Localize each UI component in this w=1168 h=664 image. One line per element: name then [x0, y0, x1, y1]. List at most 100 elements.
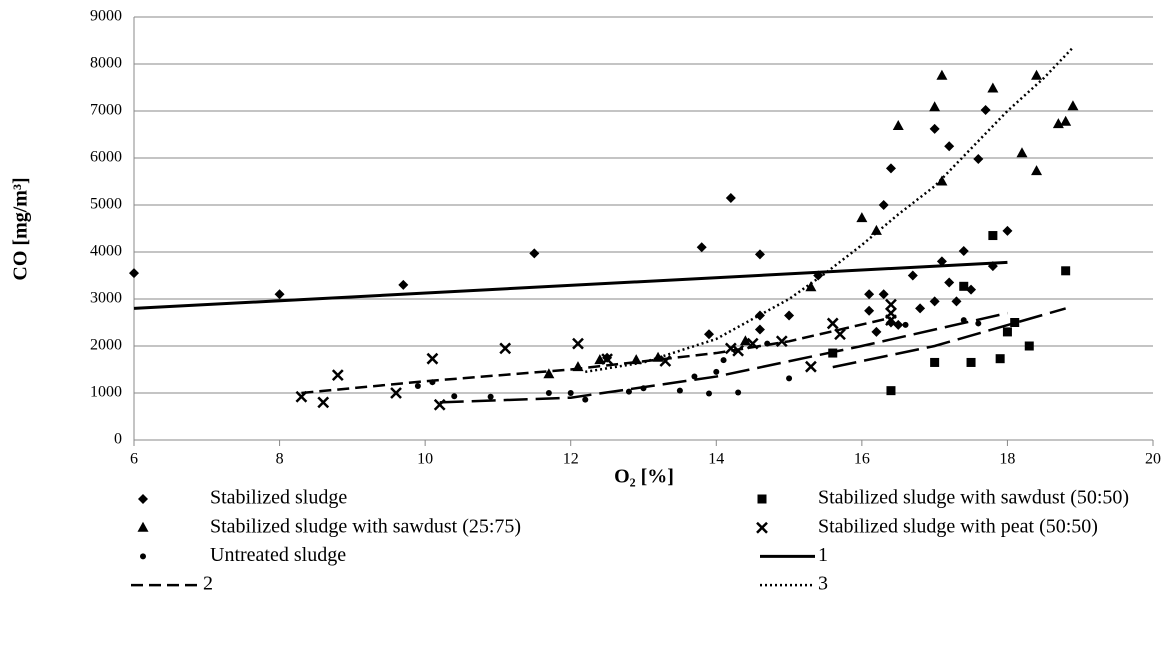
circle-marker	[735, 389, 742, 396]
cross-marker	[756, 521, 768, 534]
y-tick-label: 3000	[90, 290, 122, 307]
circle-marker	[545, 390, 552, 396]
square-marker	[757, 494, 767, 504]
circle-marker	[975, 320, 982, 327]
diamond-marker	[864, 305, 875, 316]
x-tick-label: 14	[708, 451, 724, 468]
square-marker	[1002, 327, 1012, 337]
y-tick-label: 9000	[90, 8, 122, 25]
diamond-marker	[980, 105, 991, 116]
y-axis-title: CO [mg/m³]	[10, 177, 32, 280]
y-tick-label: 0	[114, 431, 122, 448]
triangle-marker	[1016, 147, 1028, 158]
circle-marker	[625, 388, 632, 395]
cross-marker	[426, 352, 439, 365]
trend-line	[439, 311, 1008, 404]
diamond-marker	[929, 296, 940, 307]
legend-label: Stabilized sludge with peat (50:50)	[818, 515, 1098, 537]
diamond-marker	[929, 123, 940, 134]
y-tick-label: 4000	[90, 243, 122, 260]
square-marker	[1061, 266, 1071, 276]
legend-label: 2	[203, 573, 213, 595]
trend-line	[301, 316, 892, 395]
trend-line	[585, 46, 1074, 374]
square-marker	[1010, 318, 1020, 327]
circle-marker	[691, 373, 698, 380]
diamond-marker	[966, 284, 977, 295]
diamond-marker	[958, 246, 969, 257]
circle-marker	[140, 553, 146, 560]
square-marker	[966, 357, 976, 367]
diamond-marker	[915, 303, 926, 314]
circle-marker	[487, 393, 494, 400]
circle-marker	[567, 390, 574, 396]
cross-marker	[331, 369, 344, 382]
diamond-marker	[1002, 225, 1013, 236]
trend-line	[832, 307, 1067, 369]
square-marker	[995, 354, 1005, 364]
diamond-marker	[944, 141, 955, 152]
square-marker	[930, 357, 940, 367]
x-tick-label: 18	[999, 451, 1015, 468]
x-tick-label: 8	[276, 451, 284, 468]
diamond-marker	[885, 163, 896, 174]
diamond-marker	[944, 277, 955, 288]
diamond-marker	[951, 296, 962, 307]
diamond-marker	[274, 289, 285, 300]
circle-marker	[873, 328, 880, 335]
triangle-marker	[739, 335, 751, 346]
cross-marker	[834, 328, 846, 341]
cross-marker	[885, 314, 897, 327]
square-marker	[988, 231, 998, 241]
diamond-marker	[398, 279, 409, 290]
diamond-marker	[138, 494, 148, 504]
x-tick-label: 6	[130, 451, 138, 468]
diamond-marker	[129, 268, 139, 279]
diamond-marker	[907, 270, 918, 281]
diamond-marker	[704, 329, 715, 340]
diamond-marker	[973, 153, 984, 164]
circle-marker	[582, 396, 589, 403]
cross-marker	[885, 298, 897, 311]
legend-label: 1	[818, 544, 828, 566]
triangle-marker	[892, 120, 904, 131]
triangle-marker	[1031, 165, 1043, 176]
legend-label: Stabilized sludge	[210, 487, 347, 509]
circle-marker	[706, 390, 713, 397]
legend-label: Stabilized sludge with sawdust (25:75)	[210, 515, 521, 537]
legend-label: 3	[818, 573, 828, 595]
square-marker	[886, 386, 896, 396]
cross-marker	[775, 335, 788, 348]
cross-marker	[390, 387, 402, 399]
square-marker	[959, 281, 969, 291]
x-tick-label: 20	[1145, 451, 1161, 468]
cross-marker	[317, 396, 330, 409]
circle-marker	[451, 393, 458, 400]
triangle-marker	[936, 69, 948, 80]
y-tick-label: 8000	[90, 55, 122, 72]
x-tick-label: 16	[854, 451, 870, 468]
circle-marker	[676, 387, 683, 394]
triangle-marker	[856, 212, 868, 223]
diamond-marker	[754, 324, 765, 335]
triangle-marker	[936, 175, 948, 186]
y-tick-label: 7000	[90, 102, 122, 119]
diamond-marker	[754, 249, 765, 260]
diamond-marker	[878, 200, 889, 210]
triangle-marker	[929, 101, 941, 112]
y-tick-label: 1000	[90, 384, 122, 401]
triangle-marker	[805, 281, 817, 292]
square-marker	[1024, 341, 1034, 351]
circle-marker	[414, 382, 421, 389]
triangle-marker	[1067, 100, 1079, 111]
triangle-marker	[1031, 69, 1043, 80]
circle-marker	[786, 375, 793, 382]
triangle-marker	[137, 521, 149, 532]
diamond-marker	[864, 289, 875, 300]
diamond-marker	[878, 289, 889, 300]
y-tick-label: 2000	[90, 337, 122, 354]
triangle-marker	[594, 354, 606, 365]
diamond-marker	[784, 310, 795, 321]
